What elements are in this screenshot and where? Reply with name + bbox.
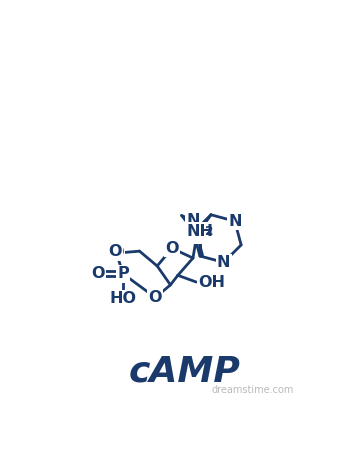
Text: O: O bbox=[108, 244, 122, 259]
Text: N: N bbox=[186, 213, 200, 228]
Text: P: P bbox=[117, 266, 129, 281]
Text: N: N bbox=[190, 227, 203, 243]
Text: NH: NH bbox=[186, 224, 213, 239]
Text: O: O bbox=[149, 290, 162, 305]
Text: OH: OH bbox=[198, 274, 225, 289]
Text: dreamstime.com: dreamstime.com bbox=[211, 385, 293, 395]
Text: N: N bbox=[228, 214, 242, 229]
Text: 2: 2 bbox=[205, 225, 213, 238]
Text: O: O bbox=[91, 266, 104, 281]
Text: O: O bbox=[165, 241, 179, 256]
Text: cAMP: cAMP bbox=[129, 354, 240, 388]
Text: HO: HO bbox=[109, 291, 136, 306]
Text: N: N bbox=[217, 255, 230, 270]
Text: O: O bbox=[111, 245, 124, 260]
